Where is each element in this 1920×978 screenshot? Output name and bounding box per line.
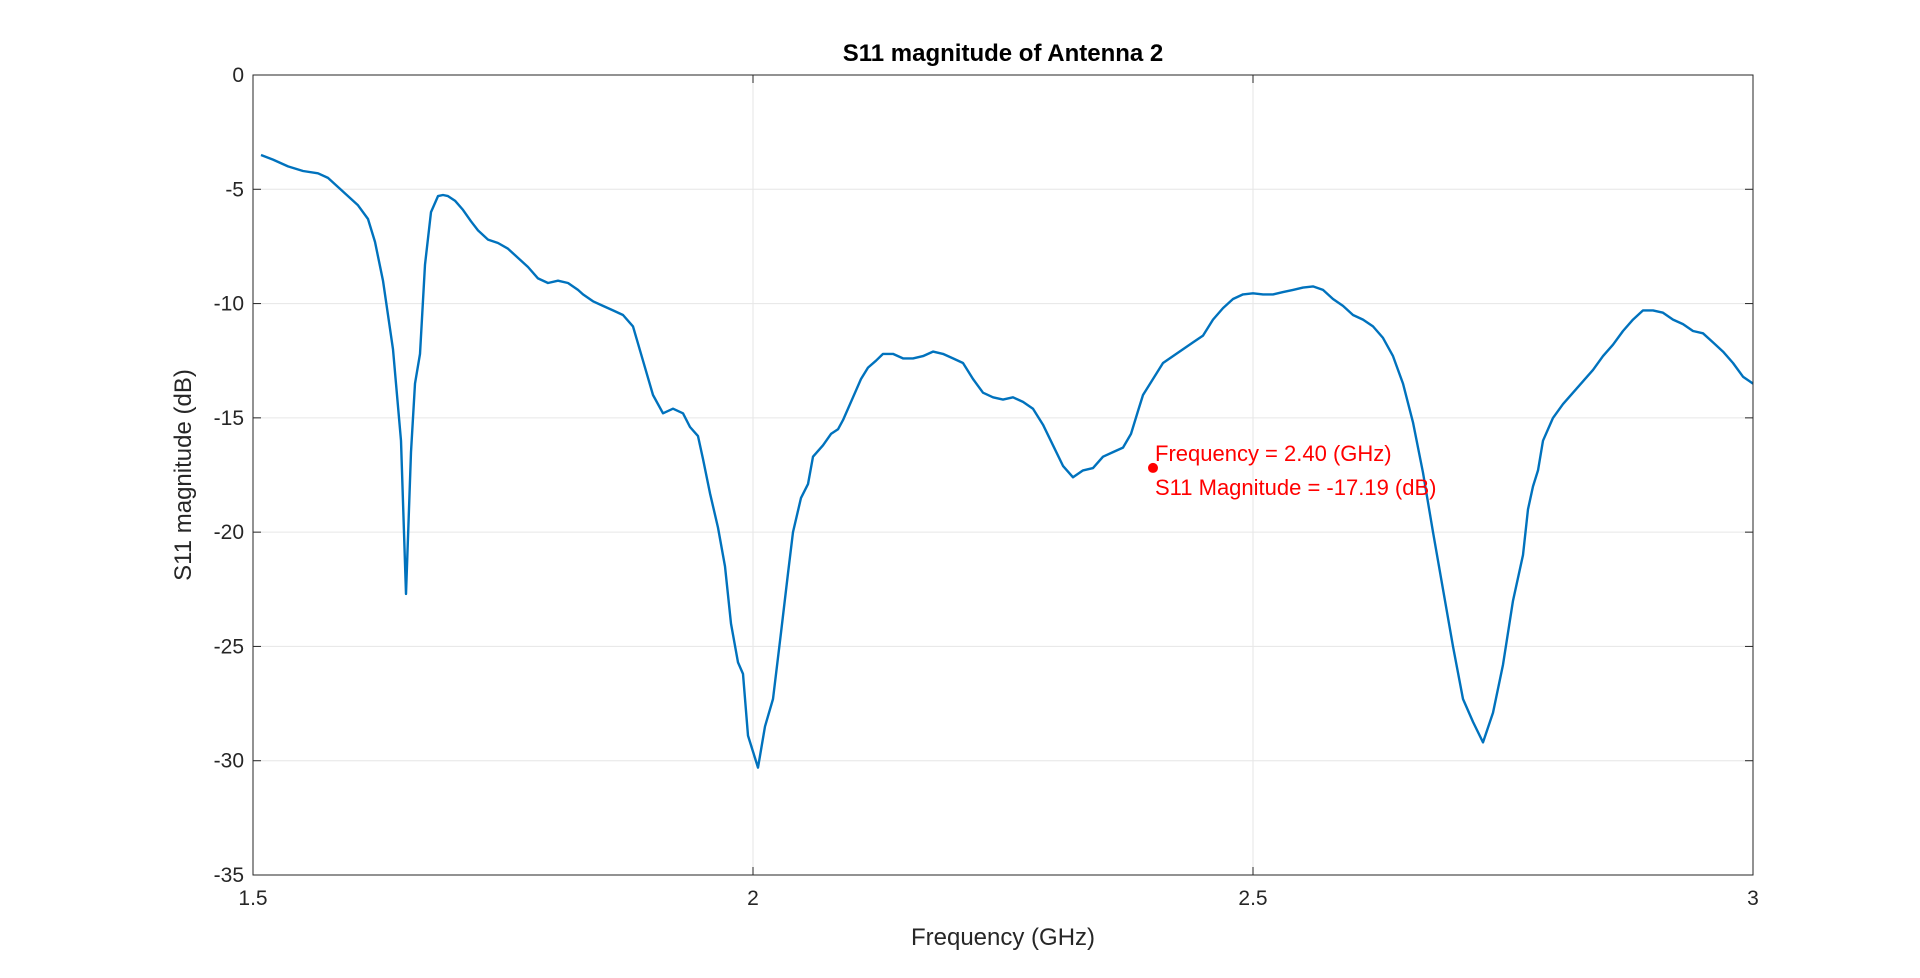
x-tick-label: 2 — [747, 887, 759, 910]
s11-series-line — [260, 153, 1754, 769]
plot-frame — [252, 74, 1754, 876]
x-tick-label: 1.5 — [238, 887, 267, 910]
series-group — [260, 153, 1754, 769]
y-tick-label: 0 — [232, 64, 244, 87]
y-tick-label: -35 — [214, 864, 244, 887]
y-tick-label: -30 — [214, 750, 244, 773]
annotation-marker — [1148, 462, 1158, 473]
y-tick-label: -10 — [214, 293, 244, 316]
y-tick-label: -20 — [214, 521, 244, 544]
chart-title: S11 magnitude of Antenna 2 — [843, 40, 1164, 67]
y-tick-label: -25 — [214, 635, 244, 658]
annotation-frequency-text: Frequency = 2.40 (GHz) — [1155, 441, 1392, 466]
x-tick-label: 3 — [1747, 887, 1759, 910]
plot-area — [253, 75, 1753, 875]
x-axis-label: Frequency (GHz) — [911, 924, 1095, 951]
y-axis-label: S11 magnitude (dB) — [170, 369, 197, 581]
annotation-magnitude-text: S11 Magnitude = -17.19 (dB) — [1155, 475, 1437, 500]
annotation-group: Frequency = 2.40 (GHz) S11 Magnitude = -1… — [1148, 441, 1437, 500]
x-tick-label: 2.5 — [1238, 887, 1267, 910]
y-tick-label: -5 — [225, 178, 244, 201]
y-tick-label: -15 — [214, 407, 244, 430]
